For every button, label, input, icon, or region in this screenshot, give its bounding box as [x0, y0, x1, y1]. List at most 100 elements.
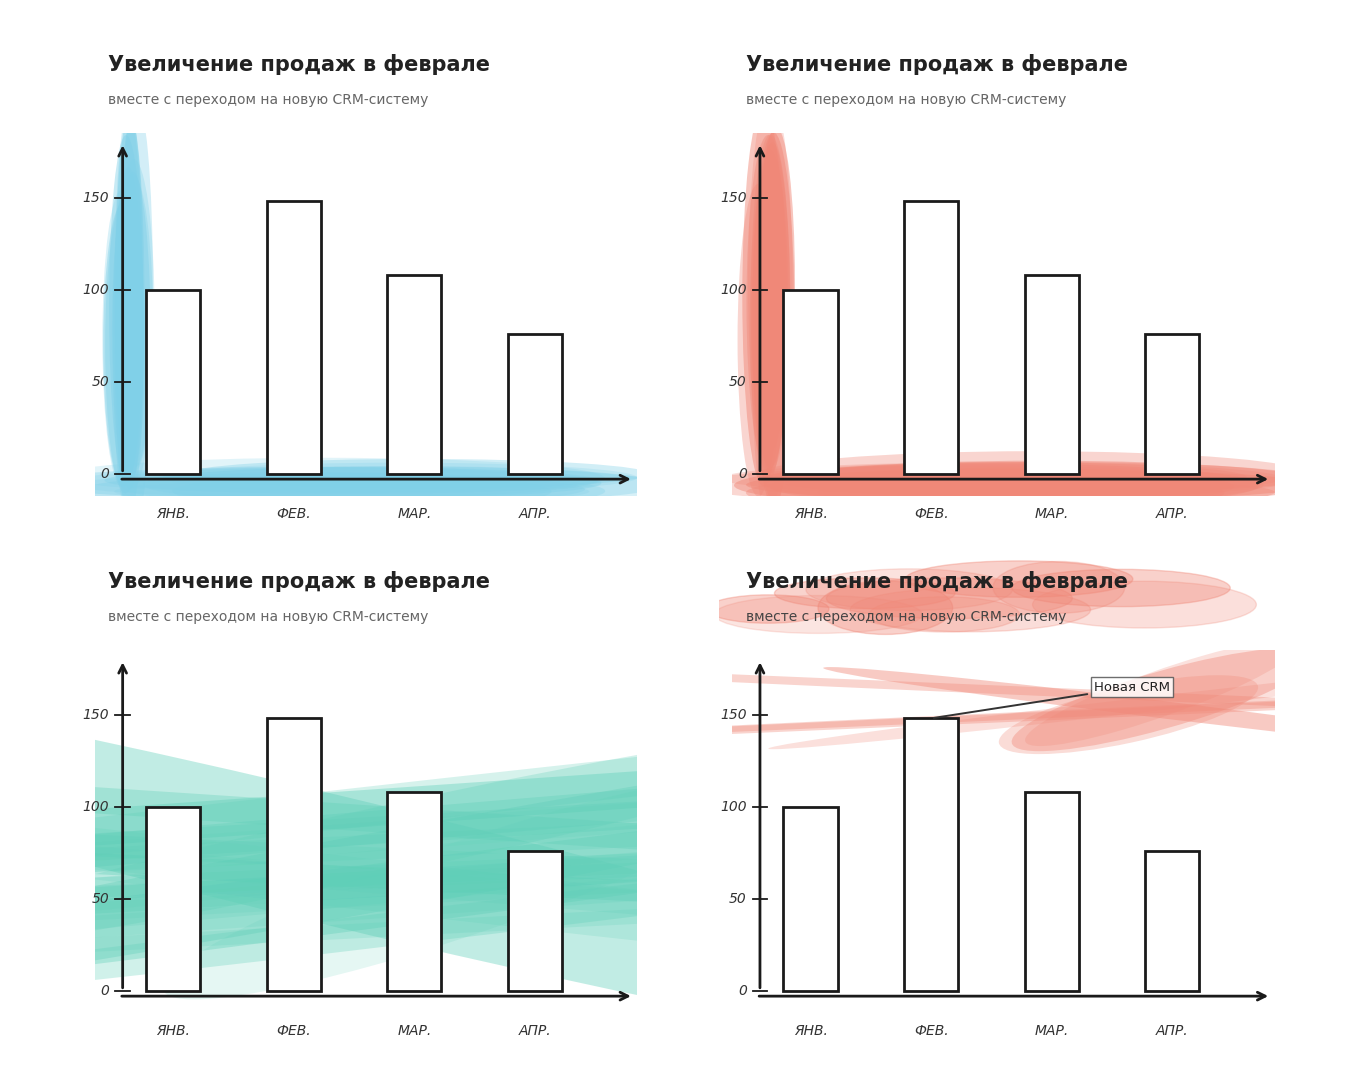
Bar	[784, 290, 838, 473]
Ellipse shape	[754, 143, 791, 500]
Text: Увеличение продаж в феврале: Увеличение продаж в феврале	[108, 53, 491, 75]
Text: ФЕВ.: ФЕВ.	[277, 1023, 311, 1037]
Ellipse shape	[774, 578, 955, 609]
Text: Увеличение продаж в феврале: Увеличение продаж в феврале	[108, 570, 491, 592]
Text: МАР.: МАР.	[397, 506, 431, 520]
Text: вместе с переходом на новую CRM-систему: вместе с переходом на новую CRM-систему	[108, 93, 428, 107]
Ellipse shape	[869, 597, 1020, 632]
Ellipse shape	[1025, 640, 1299, 746]
Text: 50: 50	[92, 374, 110, 389]
Ellipse shape	[0, 715, 1356, 1041]
Ellipse shape	[0, 678, 1356, 1066]
Ellipse shape	[115, 172, 151, 530]
Ellipse shape	[750, 167, 786, 483]
Ellipse shape	[738, 183, 780, 497]
Ellipse shape	[721, 463, 1281, 495]
Bar	[146, 290, 201, 473]
Ellipse shape	[0, 720, 1356, 999]
Bar	[146, 807, 201, 990]
Ellipse shape	[172, 473, 605, 508]
Ellipse shape	[111, 175, 153, 488]
Ellipse shape	[742, 108, 785, 486]
Text: 150: 150	[83, 708, 110, 722]
Ellipse shape	[850, 587, 1090, 632]
Text: вместе с переходом на новую CRM-систему: вместе с переходом на новую CRM-систему	[746, 93, 1066, 107]
Ellipse shape	[746, 469, 1313, 501]
Bar	[1144, 851, 1199, 990]
Ellipse shape	[0, 671, 1356, 991]
Ellipse shape	[755, 144, 788, 473]
Ellipse shape	[79, 472, 552, 511]
Ellipse shape	[0, 649, 1356, 987]
Ellipse shape	[769, 660, 1356, 749]
Text: 50: 50	[92, 891, 110, 906]
Text: 100: 100	[83, 800, 110, 813]
Ellipse shape	[45, 473, 584, 505]
Ellipse shape	[758, 451, 1310, 499]
Ellipse shape	[187, 459, 650, 489]
Ellipse shape	[27, 467, 602, 500]
Ellipse shape	[993, 562, 1124, 613]
Ellipse shape	[114, 480, 590, 504]
Ellipse shape	[103, 201, 144, 486]
Ellipse shape	[106, 198, 145, 494]
Ellipse shape	[746, 135, 791, 471]
Text: ФЕВ.: ФЕВ.	[914, 506, 948, 520]
Ellipse shape	[816, 478, 1275, 506]
Ellipse shape	[757, 155, 788, 449]
Ellipse shape	[113, 159, 155, 472]
Ellipse shape	[746, 472, 1224, 513]
Text: АПР.: АПР.	[518, 1023, 551, 1037]
Ellipse shape	[0, 819, 1302, 1028]
Text: 100: 100	[720, 282, 747, 296]
Ellipse shape	[45, 457, 605, 499]
Text: МАР.: МАР.	[397, 1023, 431, 1037]
Ellipse shape	[767, 472, 1200, 514]
Ellipse shape	[163, 463, 637, 492]
Text: Увеличение продаж в феврале: Увеличение продаж в феврале	[746, 570, 1128, 592]
Ellipse shape	[0, 647, 1199, 1066]
Ellipse shape	[0, 754, 1356, 1030]
Bar	[784, 807, 838, 990]
Ellipse shape	[751, 149, 789, 524]
Text: ЯНВ.: ЯНВ.	[156, 506, 190, 520]
Ellipse shape	[780, 462, 1309, 494]
Text: вместе с переходом на новую CRM-систему: вместе с переходом на новую CRM-систему	[746, 610, 1066, 624]
Ellipse shape	[706, 595, 829, 624]
Text: 150: 150	[720, 191, 747, 205]
Text: АПР.: АПР.	[518, 506, 551, 520]
Text: ЯНВ.: ЯНВ.	[793, 1023, 827, 1037]
Ellipse shape	[823, 667, 1356, 753]
Ellipse shape	[77, 467, 552, 492]
Ellipse shape	[805, 569, 1013, 611]
Bar	[388, 792, 442, 990]
Bar	[904, 718, 959, 990]
Ellipse shape	[758, 127, 795, 434]
Ellipse shape	[121, 100, 153, 466]
Text: 50: 50	[730, 374, 747, 389]
Text: МАР.: МАР.	[1035, 1023, 1069, 1037]
Ellipse shape	[715, 596, 922, 633]
Text: ФЕВ.: ФЕВ.	[277, 506, 311, 520]
Ellipse shape	[122, 467, 673, 507]
Ellipse shape	[999, 675, 1258, 754]
Text: АПР.: АПР.	[1155, 1023, 1188, 1037]
Ellipse shape	[115, 110, 142, 480]
Ellipse shape	[0, 752, 1356, 1062]
Text: 0: 0	[100, 984, 110, 998]
Ellipse shape	[0, 688, 1356, 1035]
Ellipse shape	[763, 461, 1319, 505]
Ellipse shape	[0, 778, 1356, 1001]
Ellipse shape	[906, 561, 1132, 597]
Text: 0: 0	[100, 467, 110, 481]
Ellipse shape	[770, 463, 1246, 491]
Bar	[1144, 334, 1199, 473]
Ellipse shape	[336, 674, 1356, 746]
Ellipse shape	[119, 118, 144, 452]
Text: 100: 100	[83, 282, 110, 296]
Ellipse shape	[0, 793, 1356, 1053]
Text: 0: 0	[738, 984, 747, 998]
Text: МАР.: МАР.	[1035, 506, 1069, 520]
Ellipse shape	[0, 743, 1356, 1063]
Ellipse shape	[753, 132, 795, 506]
